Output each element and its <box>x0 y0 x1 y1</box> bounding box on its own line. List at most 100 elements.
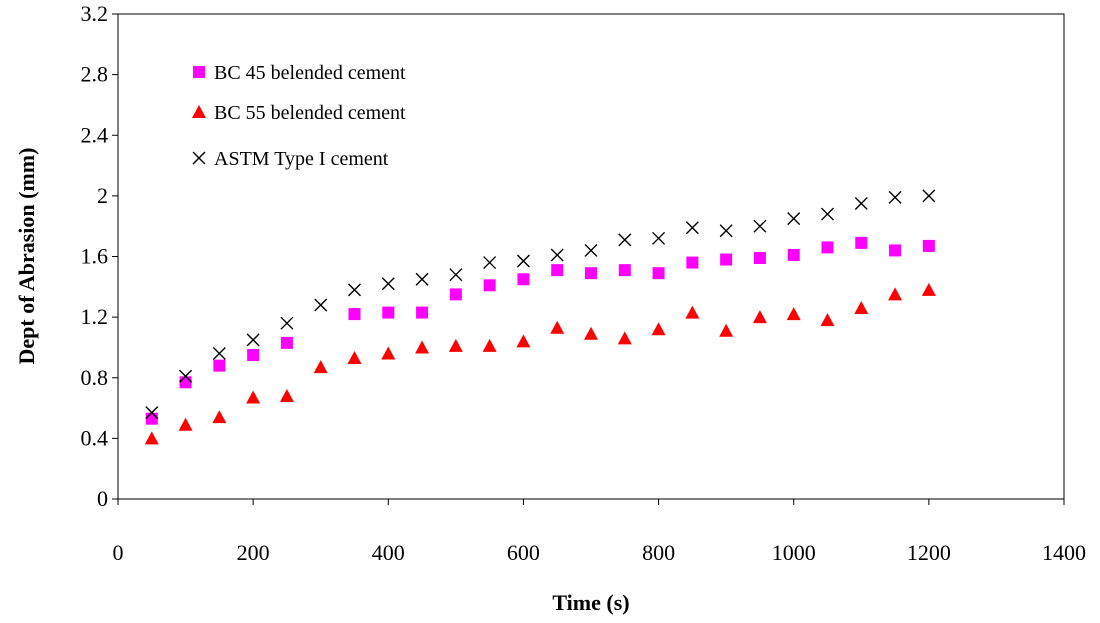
data-point-series-3 <box>246 333 260 347</box>
data-point-series-3 <box>787 212 801 226</box>
data-point-series-3 <box>145 406 159 420</box>
data-point-series-2 <box>550 320 565 334</box>
data-point-series-3 <box>618 233 632 247</box>
data-point-series-1 <box>483 279 496 292</box>
legend-marker-series-2 <box>192 105 206 118</box>
y-tick-label: 2.8 <box>81 62 109 87</box>
data-point-series-1 <box>416 306 429 319</box>
data-point-series-3 <box>550 248 564 262</box>
legend-marker-series-3 <box>192 151 206 165</box>
data-point-series-2 <box>516 334 531 348</box>
y-tick-label: 0.8 <box>81 365 109 390</box>
x-axis-title: Time (s) <box>552 590 629 615</box>
x-tick-label: 200 <box>237 540 270 565</box>
legend: BC 45 belended cement BC 55 belended ceme… <box>192 62 406 170</box>
y-axis: 0 0.4 0.8 1.2 1.6 2 2.4 2.8 3.2 <box>81 1 118 511</box>
x-tick-label: 800 <box>642 540 675 565</box>
data-point-series-1 <box>821 241 834 254</box>
data-point-series-1 <box>720 253 733 266</box>
data-point-series-1 <box>585 267 597 280</box>
y-tick-label: 0.4 <box>81 425 109 450</box>
data-point-series-1 <box>686 256 699 269</box>
data-point-series-2 <box>617 331 632 345</box>
data-point-series-1 <box>753 252 766 265</box>
data-point-series-1 <box>382 306 395 319</box>
data-point-series-3 <box>685 221 699 235</box>
data-point-series-2 <box>685 305 700 319</box>
data-point-series-3 <box>449 268 463 282</box>
data-point-series-3 <box>179 369 193 383</box>
data-point-series-1 <box>922 239 935 252</box>
data-point-series-2 <box>888 287 903 301</box>
data-point-series-1 <box>889 244 902 257</box>
data-point-series-3 <box>348 283 361 297</box>
data-point-series-1 <box>145 412 158 425</box>
data-point-series-1 <box>787 248 800 261</box>
x-tick-label: 1400 <box>1042 540 1086 565</box>
data-point-series-2 <box>482 338 497 352</box>
x-tick-label: 600 <box>507 540 540 565</box>
x-tick-label: 400 <box>372 540 405 565</box>
data-point-series-1 <box>618 264 631 277</box>
x-tick-label: 0 <box>113 540 124 565</box>
data-point-series-3 <box>415 272 429 286</box>
data-point-series-2 <box>212 410 227 424</box>
data-point-series-1 <box>348 308 361 321</box>
data-point-series-3 <box>314 298 328 312</box>
data-point-series-2 <box>448 338 463 352</box>
data-point-series-1 <box>855 236 868 249</box>
data-point-series-2 <box>854 301 869 315</box>
x-axis: 0 200 400 600 800 1000 1200 1400 <box>113 499 1086 565</box>
y-tick-label: 2 <box>97 183 108 208</box>
data-point-series-2 <box>279 388 294 402</box>
x-tick-label: 1000 <box>772 540 816 565</box>
y-tick-label: 3.2 <box>81 1 109 26</box>
data-point-series-1 <box>551 264 564 277</box>
plot-area <box>117 13 1065 500</box>
data-point-series-2 <box>786 307 801 321</box>
data-point-series-1 <box>449 288 462 301</box>
data-point-series-3 <box>516 254 530 268</box>
y-tick-label: 1.2 <box>81 304 109 329</box>
data-point-series-1 <box>213 359 226 372</box>
data-point-series-3 <box>753 219 767 233</box>
x-tick-label: 1200 <box>907 540 951 565</box>
data-point-series-1 <box>517 273 530 286</box>
data-point-series-3 <box>212 347 226 360</box>
data-point-series-2 <box>752 310 767 324</box>
data-point-series-2 <box>719 323 734 337</box>
legend-label-series-3: ASTM Type I cement <box>214 148 389 170</box>
data-point-series-2 <box>820 313 835 327</box>
data-point-series-1 <box>280 336 293 349</box>
legend-marker-series-1 <box>193 66 205 78</box>
data-point-series-1 <box>179 376 192 389</box>
data-point-series-3 <box>888 190 902 204</box>
data-point-series-3 <box>922 189 936 203</box>
data-point-series-2 <box>144 431 159 445</box>
y-tick-label: 1.6 <box>81 244 109 269</box>
data-point-series-3 <box>652 231 666 245</box>
data-point-series-3 <box>719 224 733 238</box>
legend-label-series-1: BC 45 belended cement <box>214 62 406 84</box>
data-point-series-2 <box>246 390 261 404</box>
data-point-series-3 <box>821 207 834 221</box>
data-point-series-2 <box>178 417 193 431</box>
data-point-series-2 <box>584 326 598 340</box>
data-markers <box>144 189 936 445</box>
data-point-series-3 <box>280 316 294 330</box>
data-point-series-2 <box>415 340 430 354</box>
data-point-series-3 <box>584 243 598 257</box>
data-point-series-2 <box>651 322 666 336</box>
data-point-series-1 <box>247 349 260 362</box>
data-point-series-3 <box>854 196 868 210</box>
y-tick-label: 0 <box>97 486 108 511</box>
legend-label-series-2: BC 55 belended cement <box>214 102 406 124</box>
y-axis-title: Dept of Abrasion (mm) <box>14 148 39 365</box>
data-point-series-2 <box>347 351 362 365</box>
data-point-series-2 <box>313 360 328 374</box>
data-point-series-2 <box>921 282 936 296</box>
data-point-series-2 <box>381 346 396 360</box>
y-tick-label: 2.4 <box>81 122 109 147</box>
data-point-series-3 <box>381 277 395 291</box>
